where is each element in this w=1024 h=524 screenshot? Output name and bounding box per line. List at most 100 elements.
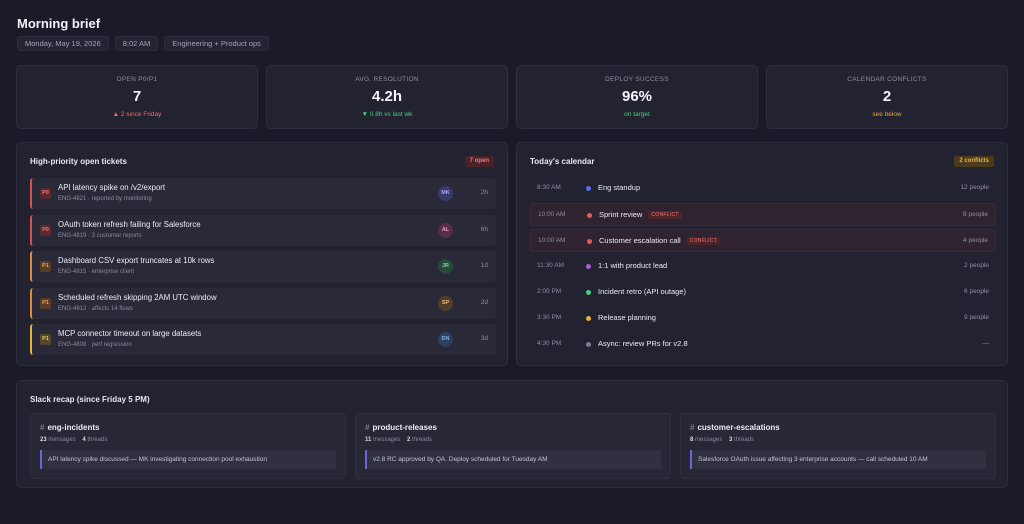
calendar-event[interactable]: 10:00 AM Customer escalation call CONFLIC… — [530, 229, 996, 252]
event-title: Customer escalation call CONFLICT — [599, 236, 721, 246]
event-people: 6 people — [964, 288, 989, 295]
slack-title: Slack recap (since Friday 5 PM) — [30, 395, 150, 404]
stat-label: OPEN P0/P1 — [116, 76, 158, 83]
event-title-text: Eng standup — [598, 183, 641, 192]
message-count: 11 — [365, 437, 372, 443]
event-people: — — [982, 340, 990, 347]
event-dot — [587, 213, 592, 218]
calendar-event[interactable]: 11:30 AM 1:1 with product lead 2 people — [530, 255, 996, 278]
ticket-row[interactable]: P1 Scheduled refresh skipping 2AM UTC wi… — [30, 287, 496, 319]
avatar: AL — [438, 222, 453, 238]
channel-name-text: customer-escalations — [697, 423, 780, 432]
event-title: 1:1 with product lead — [598, 261, 667, 270]
open-count-badge: 7 open — [464, 156, 494, 167]
event-time: 4:30 PM — [537, 340, 562, 347]
calendar-event[interactable]: 10:00 AM Sprint review CONFLICT 8 people — [530, 203, 996, 226]
message-count: 8 — [690, 437, 694, 443]
stat-value: 7 — [132, 88, 142, 105]
ticket-row[interactable]: P0 OAuth token refresh failing for Sales… — [30, 214, 496, 246]
channel-name-text: product-releases — [372, 423, 437, 432]
team-chip[interactable]: Engineering + Product ops — [164, 36, 269, 51]
event-title-text: 1:1 with product lead — [598, 261, 668, 270]
channel-summary: API latency spike discussed — MK investi… — [40, 450, 336, 469]
conflict-tag: CONFLICT — [648, 211, 682, 220]
thread-count: 4 — [82, 437, 86, 443]
stat-sub: see below — [872, 111, 902, 118]
tickets-title: High-priority open tickets — [30, 157, 127, 166]
event-dot — [586, 290, 591, 295]
event-dot — [586, 342, 591, 347]
event-time: 10:00 AM — [538, 237, 566, 244]
stat-sub: ▲ 2 since Friday — [112, 111, 162, 118]
ticket-title: API latency spike on /v2/export — [58, 183, 166, 192]
calendar-event[interactable]: 2:00 PM Incident retro (API outage) 6 pe… — [530, 281, 996, 304]
ticket-row[interactable]: P1 Dashboard CSV export truncates at 10k… — [30, 251, 496, 282]
event-dot — [587, 239, 592, 244]
stat-label: DEPLOY SUCCESS — [605, 76, 669, 83]
slack-channel-card[interactable]: # customer-escalations 8 messages 3 threa… — [680, 413, 996, 479]
stats-row: OPEN P0/P1 7 ▲ 2 since Friday AVG. RESOL… — [16, 65, 1008, 129]
stat-deploy-success[interactable]: DEPLOY SUCCESS 96% on target — [516, 65, 758, 129]
channel-name: # customer-escalations — [690, 423, 780, 432]
channel-name-text: eng-incidents — [47, 423, 100, 432]
event-time: 10:00 AM — [538, 211, 566, 218]
ticket-row[interactable]: P1 MCP connector timeout on large datase… — [30, 324, 496, 355]
stat-sub: ▼ 0.8h vs last wk — [361, 111, 413, 118]
calendar-event[interactable]: 8:30 AM Eng standup 12 people — [530, 177, 996, 200]
ticket-age: 2h — [480, 189, 488, 196]
ticket-row[interactable]: P0 API latency spike on /v2/export ENG-4… — [30, 178, 496, 209]
stat-label: AVG. RESOLUTION — [355, 76, 419, 83]
stat-open-p0-p1[interactable]: OPEN P0/P1 7 ▲ 2 since Friday — [16, 65, 258, 129]
priority-badge: P0 — [40, 224, 51, 236]
event-title: Async: review PRs for v2.8 — [598, 339, 688, 348]
calendar-title: Today's calendar — [530, 157, 595, 166]
event-list: 8:30 AM Eng standup 12 people 10:00 AM S… — [530, 177, 996, 359]
event-title: Release planning — [598, 313, 656, 322]
slack-channel-card[interactable]: # product-releases 11 messages 2 threads … — [355, 413, 671, 479]
slack-channel-card[interactable]: # eng-incidents 23 messages 4 threads API… — [30, 413, 346, 479]
slack-panel: Slack recap (since Friday 5 PM) # eng-inc… — [16, 380, 1008, 488]
event-people: 4 people — [963, 237, 988, 244]
date-chip: Monday, May 19, 2026 — [17, 36, 109, 51]
ticket-title: Scheduled refresh skipping 2AM UTC windo… — [58, 292, 217, 302]
priority-badge: P1 — [40, 297, 51, 309]
time-chip: 8:02 AM — [114, 36, 159, 51]
avatar: DN — [438, 332, 453, 347]
event-dot — [586, 264, 591, 269]
ticket-meta: ENG-4808 · perf regression — [58, 342, 132, 348]
avatar: MK — [438, 186, 453, 201]
ticket-age: 3d — [480, 335, 488, 342]
ticket-title: MCP connector timeout on large datasets — [58, 329, 202, 338]
calendar-event[interactable]: 3:30 PM Release planning 9 people — [530, 307, 996, 330]
ticket-title: Dashboard CSV export truncates at 10k ro… — [58, 256, 215, 265]
stat-calendar-conflicts[interactable]: CALENDAR CONFLICTS 2 see below — [766, 65, 1008, 129]
event-people: 2 people — [964, 262, 989, 269]
thread-count: 3 — [729, 437, 733, 443]
ticket-list: P0 API latency spike on /v2/export ENG-4… — [30, 178, 496, 361]
hash-icon: # — [40, 423, 45, 432]
event-title: Sprint review CONFLICT — [599, 210, 682, 220]
channel-name: # eng-incidents — [40, 423, 99, 432]
avatar: SP — [438, 295, 453, 311]
priority-badge: P0 — [40, 188, 51, 199]
event-time: 3:30 PM — [537, 314, 562, 321]
stat-avg-resolution[interactable]: AVG. RESOLUTION 4.2h ▼ 0.8h vs last wk — [266, 65, 508, 129]
channel-summary: Salesforce OAuth issue affecting 3 enter… — [690, 450, 986, 469]
thread-count: 2 — [407, 437, 411, 443]
stat-value: 4.2h — [371, 88, 402, 105]
channel-stats: 11 messages 2 threads — [365, 437, 433, 443]
ticket-meta: ENG-4815 · enterprise client — [58, 269, 135, 275]
ticket-meta: ENG-4821 · reported by monitoring — [58, 196, 152, 202]
ticket-age: 2d — [480, 298, 488, 306]
tickets-panel: High-priority open tickets 7 open P0 API… — [16, 142, 508, 366]
event-people: 9 people — [964, 314, 989, 321]
stat-value: 2 — [882, 88, 892, 105]
event-title: Eng standup — [598, 183, 640, 192]
message-count: 23 — [40, 437, 47, 443]
hash-icon: # — [690, 423, 695, 432]
priority-badge: P1 — [40, 261, 51, 272]
stat-label: CALENDAR CONFLICTS — [847, 76, 927, 83]
stat-value: 96% — [621, 88, 653, 105]
calendar-event[interactable]: 4:30 PM Async: review PRs for v2.8 — — [530, 333, 996, 356]
